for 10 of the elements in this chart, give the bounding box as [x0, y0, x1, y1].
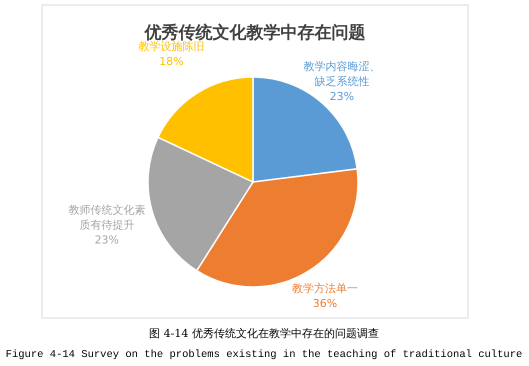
data-label: 23% [94, 233, 120, 246]
data-label: 23% [330, 90, 354, 104]
caption: 图 4-14 优秀传统文化在教学中存在的问题调查 [149, 327, 379, 340]
caption: Figure 4-14 Survey on the problems existing in the teaching of traditional culture [6, 349, 522, 361]
slice-label: 教学内容晦涩、缺乏系统性 [303, 60, 380, 88]
data-label: 18% [159, 54, 184, 68]
slice-label: 教学方法单一 [292, 282, 358, 295]
slice-label: 教学设施陈旧 [138, 40, 204, 53]
data-label: 36% [312, 296, 338, 310]
slice-label: 教师传统文化素质有待提升 [68, 203, 146, 232]
